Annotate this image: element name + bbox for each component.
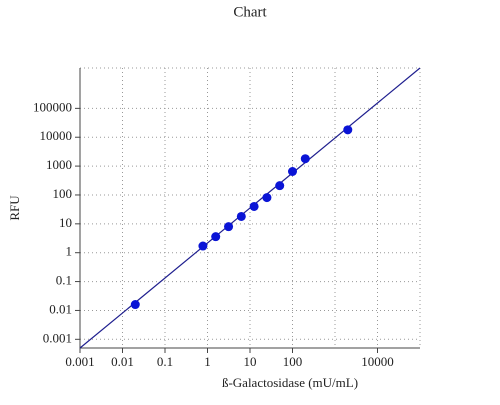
- x-tick-label: 0.001: [65, 354, 94, 369]
- y-tick-label: 100000: [33, 99, 72, 114]
- x-axis-label: ß-Galactosidase (mU/mL): [222, 375, 358, 390]
- y-tick-label: 1000: [46, 157, 72, 172]
- y-tick-label: 0.001: [43, 330, 72, 345]
- y-tick-label: 0.1: [56, 273, 72, 288]
- x-tick-label: 10: [244, 354, 257, 369]
- data-point: [249, 201, 259, 211]
- data-point: [275, 181, 285, 191]
- x-tick-label: 1: [204, 354, 211, 369]
- data-point: [211, 232, 221, 242]
- y-axis-label: RFU: [7, 195, 22, 221]
- data-point: [224, 222, 234, 232]
- data-point: [288, 166, 297, 176]
- x-tick-label: 10000: [361, 354, 394, 369]
- y-tick-label: 100: [53, 186, 73, 201]
- data-point: [262, 193, 272, 203]
- y-tick-label: 1: [66, 244, 73, 259]
- data-point: [130, 300, 140, 310]
- data-point: [198, 241, 208, 251]
- chart-title: Chart: [233, 4, 267, 20]
- y-tick-label: 0.01: [49, 301, 72, 316]
- data-point: [343, 125, 353, 135]
- y-tick-label: 10: [59, 215, 72, 230]
- x-tick-label: 0.01: [111, 354, 134, 369]
- data-point: [236, 211, 246, 221]
- y-tick-label: 10000: [40, 128, 73, 143]
- data-point: [300, 154, 310, 164]
- x-tick-label: 100: [283, 354, 303, 369]
- x-tick-label: 0.1: [157, 354, 173, 369]
